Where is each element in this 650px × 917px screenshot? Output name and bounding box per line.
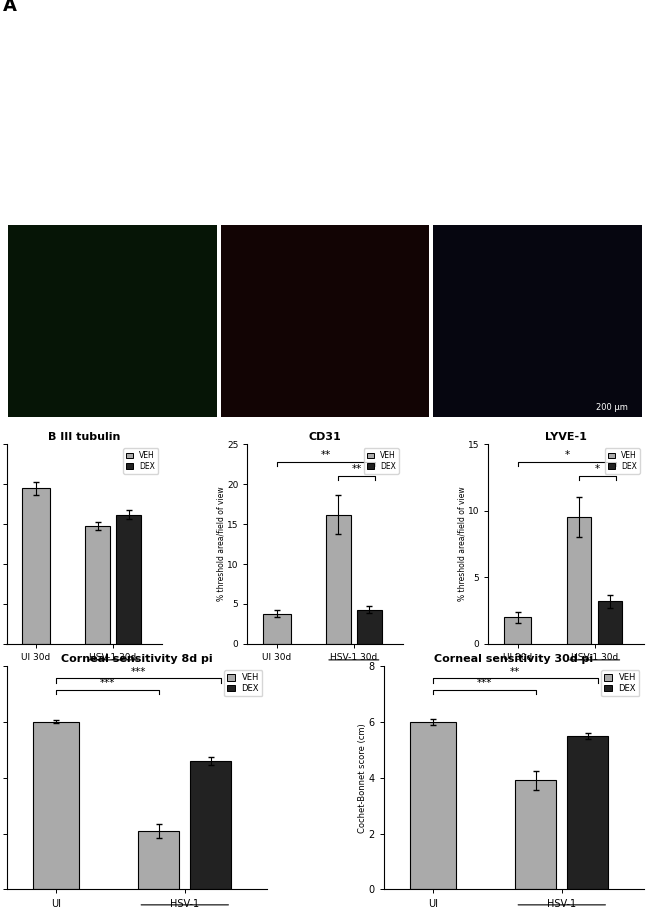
Bar [567,735,608,889]
Bar [33,722,79,889]
Text: ***: *** [99,679,115,689]
Text: B III tubulin: B III tubulin [0,296,6,340]
Text: B III tubulin/: B III tubulin/ [99,0,185,1]
Text: B III tubulin/CD31/LYVE-1: B III tubulin/CD31/LYVE-1 [0,72,6,166]
Bar [504,617,532,644]
Text: **: ** [510,667,521,677]
Text: **: ** [352,464,362,474]
Bar [22,488,50,644]
Bar [433,225,642,417]
Legend: VEH, DEX: VEH, DEX [224,670,263,696]
Title: CD31: CD31 [309,432,341,442]
Text: *: * [595,464,600,474]
Bar [116,514,141,644]
Legend: VEH, DEX: VEH, DEX [123,448,158,474]
Bar [433,425,642,617]
Text: HSV-1+VEH 30d: HSV-1+VEH 30d [283,32,367,41]
Text: **: ** [321,450,332,460]
Bar [85,525,110,644]
Bar [190,761,231,889]
Text: UI+VEH D30: UI+VEH D30 [80,32,145,41]
Y-axis label: % threshold area/field of view: % threshold area/field of view [216,487,226,602]
Bar [138,831,179,889]
Text: 200 μm: 200 μm [595,403,627,413]
Legend: VEH, DEX: VEH, DEX [364,448,399,474]
Bar [358,610,382,644]
Title: Corneal sensitivity 8d pi: Corneal sensitivity 8d pi [60,654,213,664]
Bar [8,225,217,417]
Title: LYVE-1: LYVE-1 [545,432,587,442]
Bar [567,517,592,644]
Bar [221,225,429,417]
Legend: VEH, DEX: VEH, DEX [604,448,640,474]
Text: /LYVE-1: /LYVE-1 [258,0,310,1]
Bar [515,780,556,889]
Bar [221,425,429,617]
Text: A: A [3,0,17,15]
Title: Corneal sensitivity 30d pi: Corneal sensitivity 30d pi [434,654,593,664]
Text: ***: *** [131,667,146,677]
Bar [410,722,456,889]
Y-axis label: Cochet-Bonnet score (cm): Cochet-Bonnet score (cm) [358,723,367,833]
Bar [8,425,217,617]
Text: *: * [564,450,569,460]
Title: B III tubulin: B III tubulin [48,432,120,442]
Legend: VEH, DEX: VEH, DEX [601,670,640,696]
Y-axis label: % threshold area/field of view: % threshold area/field of view [457,487,466,602]
Text: HSV-1+DEX 30d: HSV-1+DEX 30d [495,32,580,41]
Text: CD31: CD31 [185,0,222,1]
Bar [263,613,291,644]
Bar [598,602,623,644]
Bar [326,514,350,644]
Text: ***: *** [476,679,492,689]
